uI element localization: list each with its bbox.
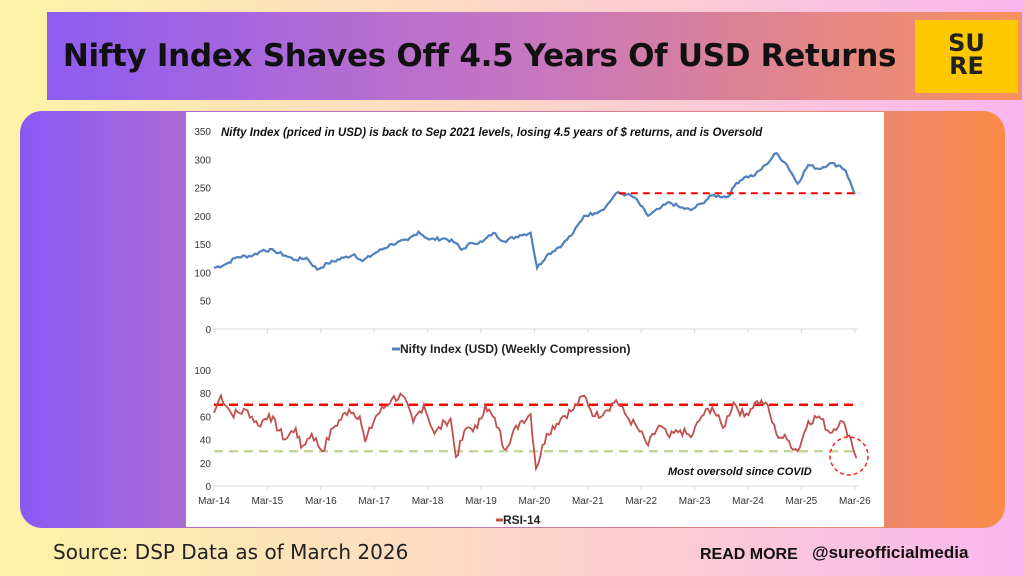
chart-title: Nifty Index (priced in USD) is back to S…	[221, 127, 763, 139]
rsi-y-tick-label: 60	[200, 412, 212, 423]
legend-rsi: RSI-14	[503, 513, 541, 527]
x-tick-label: Mar-19	[465, 496, 497, 507]
annotation-text: Most oversold since COVID	[668, 466, 812, 478]
logo-text: SU RE	[915, 29, 1018, 80]
rsi-y-tick-label: 100	[194, 366, 211, 377]
x-tick-label: Mar-18	[412, 496, 444, 507]
y-tick-label: 50	[200, 297, 212, 308]
x-tick-label: Mar-17	[358, 496, 390, 507]
y-tick-label: 0	[205, 325, 211, 336]
chart-image: 0 50 100 150 200 250 300 350 Nifty Index (price…	[186, 112, 884, 527]
price-series-line	[213, 151, 856, 272]
y-tick-label: 150	[194, 240, 211, 251]
rsi-series-line	[213, 392, 858, 472]
y-tick-label: 350	[194, 127, 211, 138]
logo-line-2: RE	[949, 52, 984, 80]
x-tick-label: Mar-14	[198, 496, 230, 507]
y-tick-label: 300	[194, 155, 211, 166]
y-tick-label: 250	[194, 184, 211, 195]
y-tick-label: 100	[194, 268, 211, 279]
source-note: Source: DSP Data as of March 2026	[53, 540, 409, 564]
x-tick-label: Mar-22	[625, 496, 657, 507]
rsi-y-tick-label: 80	[200, 389, 212, 400]
logo-line-1: SU	[948, 29, 985, 57]
social-handle[interactable]: @sureofficialmedia	[812, 543, 969, 562]
x-tick-label: Mar-21	[572, 496, 604, 507]
x-tick-label: Mar-26	[839, 496, 871, 507]
rsi-y-tick-label: 20	[200, 459, 212, 470]
y-tick-label: 200	[194, 212, 211, 223]
x-tick-label: Mar-15	[252, 496, 284, 507]
oversold-circle	[829, 436, 869, 476]
x-tick-label: Mar-23	[679, 496, 711, 507]
title-banner: Nifty Index Shaves Off 4.5 Years Of USD …	[47, 12, 1022, 100]
x-tick-label: Mar-24	[732, 496, 764, 507]
rsi-y-tick-label: 40	[200, 436, 212, 447]
x-tick-label: Mar-25	[786, 496, 818, 507]
page-title: Nifty Index Shaves Off 4.5 Years Of USD …	[62, 38, 897, 74]
x-tick-label: Mar-20	[519, 496, 551, 507]
sure-logo: SU RE	[915, 20, 1018, 93]
legend-price: Nifty Index (USD) (Weekly Compression)	[400, 342, 630, 356]
read-more-link[interactable]: READ MORE	[700, 546, 798, 563]
x-tick-label: Mar-16	[305, 496, 337, 507]
rsi-y-tick-label: 0	[205, 482, 211, 493]
